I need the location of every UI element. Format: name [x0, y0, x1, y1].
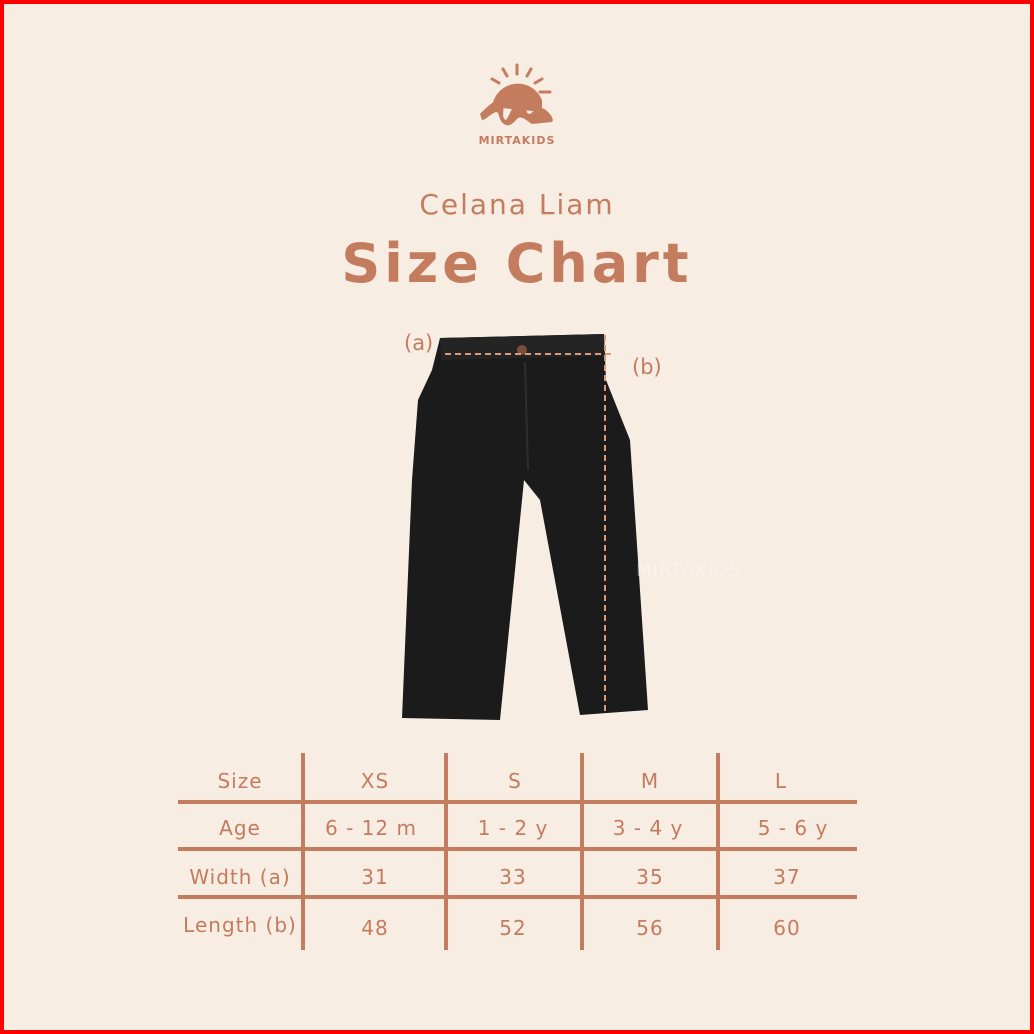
page-title: Size Chart	[341, 232, 693, 295]
cell: 33	[499, 865, 527, 889]
table-divider	[178, 800, 857, 804]
cell: 52	[499, 916, 527, 940]
cell: 31	[361, 865, 389, 889]
cell: 1 - 2 y	[477, 816, 549, 840]
cell: 60	[773, 916, 801, 940]
table-divider	[301, 753, 305, 950]
length-label: (b)	[632, 355, 662, 379]
row-label: Width (a)	[189, 865, 291, 889]
width-label: (a)	[404, 331, 434, 355]
brand-logo: MIRTAKIDS	[470, 62, 564, 147]
cell: 48	[361, 916, 389, 940]
sun-wave-logo-icon	[480, 63, 553, 126]
watermark: MIRTAKIDS	[636, 560, 742, 581]
cell: 5 - 6 y	[757, 816, 829, 840]
header-m: M	[640, 769, 660, 793]
table-divider	[178, 895, 857, 899]
cell: 6 - 12 m	[325, 816, 417, 840]
cell: 3 - 4 y	[612, 816, 684, 840]
header-s: S	[508, 769, 522, 793]
brand-name: MIRTAKIDS	[478, 134, 556, 147]
row-label: Length (b)	[183, 913, 297, 937]
cell: 56	[636, 916, 664, 940]
table-divider	[178, 847, 857, 851]
product-name: Celana Liam	[419, 188, 615, 221]
header-l: L	[774, 769, 788, 793]
table-divider	[444, 753, 448, 950]
cell: 37	[773, 865, 801, 889]
cell: 35	[636, 865, 664, 889]
table-divider	[580, 753, 584, 950]
pants-image	[402, 334, 648, 720]
header-size: Size	[217, 769, 263, 793]
table-divider	[716, 753, 720, 950]
row-label: Age	[219, 816, 261, 840]
header-xs: XS	[360, 769, 390, 793]
